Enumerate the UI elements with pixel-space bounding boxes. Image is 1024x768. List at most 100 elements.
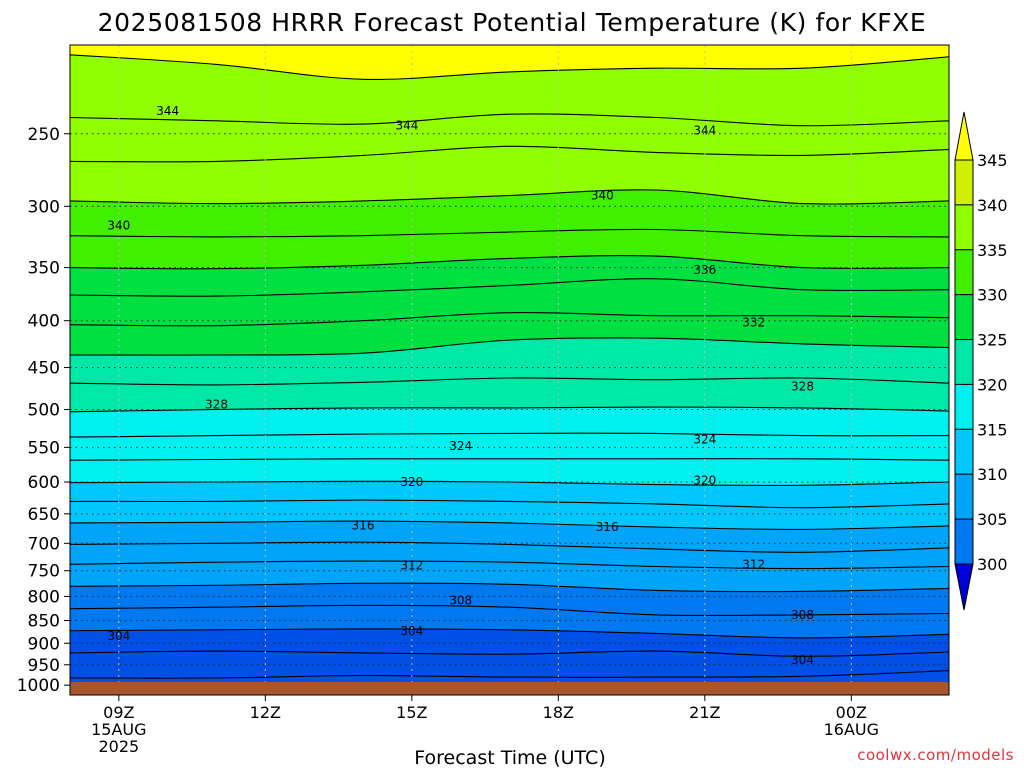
contour-line	[70, 628, 949, 639]
contour-label: 344	[395, 119, 418, 133]
colorbar-tick-label: 305	[977, 510, 1008, 529]
colorbar-tick-label: 330	[977, 286, 1008, 305]
contour-line	[70, 541, 949, 553]
x-tick-label: 2025	[98, 737, 139, 756]
contour-line	[70, 582, 949, 593]
contour-labels: 344 344 344 340 340 336 332 328 328 324 324 320 320 3…	[107, 104, 814, 667]
y-tick-label: 400	[28, 312, 60, 332]
contour-label: 304	[107, 629, 130, 643]
y-tick-label: 650	[28, 505, 60, 525]
colorbar-tick-label: 320	[977, 375, 1008, 394]
theta-band	[70, 458, 949, 486]
y-tick-label: 900	[28, 634, 60, 654]
colorbar-tick-label: 300	[977, 555, 1008, 574]
contour-label: 328	[205, 398, 228, 412]
contour-label: 308	[791, 608, 814, 622]
y-tick-label: 700	[28, 534, 60, 554]
x-tick-label: 09Z	[103, 703, 134, 722]
plot-frame	[69, 44, 950, 696]
colorbar-tick-label: 335	[977, 241, 1008, 260]
y-tick-label: 450	[28, 359, 60, 379]
colorbar-tick-label: 310	[977, 465, 1008, 484]
colorbar-segment	[954, 383, 974, 430]
x-axis-label: Forecast Time (UTC)	[414, 747, 605, 768]
y-tick-label: 300	[28, 197, 60, 217]
colorbar-segment	[954, 339, 974, 385]
colorbar-extend-top	[954, 111, 974, 161]
contour-label: 308	[449, 593, 472, 607]
contour-line	[70, 520, 949, 530]
contour-label: 304	[400, 624, 423, 638]
contour-label: 324	[449, 439, 472, 453]
contour-line	[70, 145, 949, 163]
y-tick-label: 950	[28, 656, 60, 676]
colorbar-segment	[954, 249, 974, 296]
x-tick-label: 12Z	[250, 703, 281, 722]
contour-line	[70, 650, 949, 657]
colorbar-tick-label: 325	[977, 331, 1008, 350]
theta-band	[70, 406, 949, 438]
contour-label: 340	[591, 189, 614, 203]
colorbar-segment	[954, 518, 974, 565]
contour-line	[70, 604, 949, 617]
contour-line	[70, 189, 949, 205]
contour-label: 312	[400, 558, 423, 572]
theta-band	[70, 432, 949, 461]
filled-contours	[70, 45, 949, 695]
x-tick-label: 21Z	[689, 703, 720, 722]
contour-line	[70, 560, 949, 570]
colorbar-segment	[954, 294, 974, 341]
contour-label: 304	[791, 653, 814, 667]
credit-text: coolwx.com/models	[857, 746, 1014, 764]
colorbar: 345 340 335 330 325 320 315 310 305 300	[954, 111, 1008, 611]
contour-line	[70, 228, 949, 238]
contour-line	[70, 499, 949, 509]
contour-label: 316	[352, 518, 375, 532]
y-tick-label: 350	[28, 259, 60, 279]
contour-line	[70, 312, 949, 327]
y-tick-label: 550	[28, 438, 60, 458]
colorbar-segment	[954, 473, 974, 520]
colorbar-tick-label: 340	[977, 196, 1008, 215]
colorbar-segment	[954, 159, 974, 206]
contour-label: 336	[693, 263, 716, 277]
x-tick-label: 15AUG	[91, 720, 146, 739]
x-tick-label: 18Z	[543, 703, 574, 722]
contour-label: 328	[791, 380, 814, 394]
colorbar-tick-label: 345	[977, 151, 1008, 170]
colorbar-extend-bottom	[954, 563, 974, 611]
contour-line	[70, 377, 949, 386]
contour-label: 312	[742, 557, 765, 571]
colorbar-segment	[954, 204, 974, 251]
y-tick-label: 800	[28, 587, 60, 607]
contour-line	[70, 432, 949, 438]
x-tick-label: 16AUG	[824, 720, 879, 739]
y-tick-label: 850	[28, 612, 60, 632]
contour-line	[70, 480, 949, 486]
contour-line	[70, 458, 949, 461]
contour-line	[70, 113, 949, 127]
contour-line	[70, 278, 949, 297]
colorbar-tick-label: 315	[977, 420, 1008, 439]
y-tick-label: 500	[28, 400, 60, 420]
y-tick-label: 250	[28, 125, 60, 145]
contour-label: 324	[693, 432, 716, 446]
x-tick-label: 00Z	[836, 703, 867, 722]
contour-line	[70, 54, 949, 80]
ground-surface	[70, 682, 949, 695]
contour-label: 316	[596, 520, 619, 534]
contour-line	[70, 406, 949, 413]
y-tick-label: 600	[28, 473, 60, 493]
contour-label: 344	[693, 124, 716, 138]
y-tick-label: 1000	[17, 676, 60, 696]
contour-label: 320	[400, 475, 423, 489]
colorbar-segment	[954, 428, 974, 475]
plot-area: 344 344 344 340 340 336 332 328 328 324 324 320 320 3…	[70, 45, 949, 695]
contour-label: 332	[742, 316, 765, 330]
contour-label: 344	[156, 104, 179, 118]
x-tick-label: 15Z	[396, 703, 427, 722]
y-axis-ticks: 2503003504004505005506006507007508008509…	[17, 125, 70, 696]
contour-line	[70, 337, 949, 356]
